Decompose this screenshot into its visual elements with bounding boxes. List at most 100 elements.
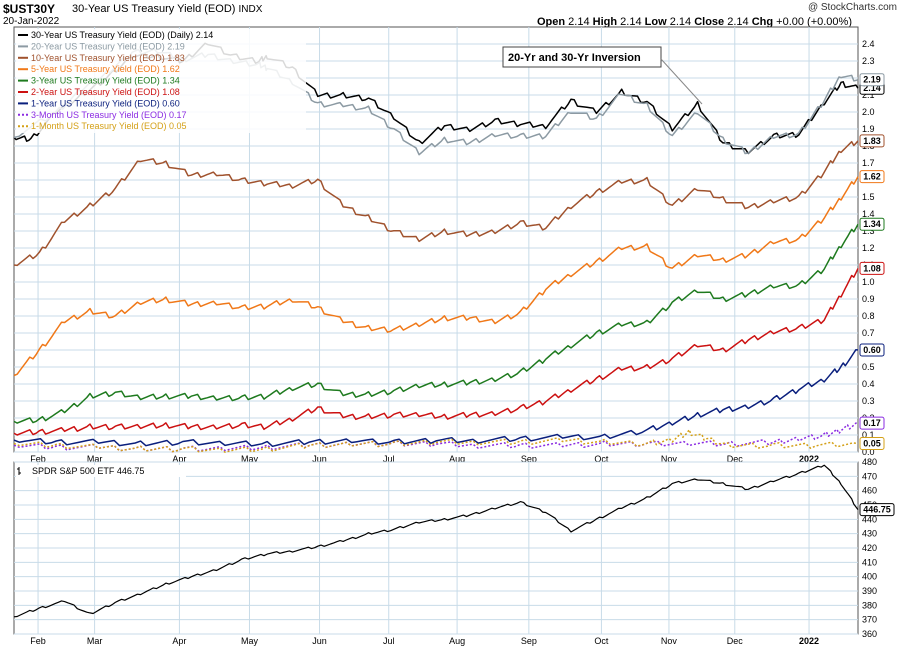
annotation-box	[502, 46, 662, 68]
yields-y-tick-label: 1.3	[862, 226, 875, 236]
last-value-y5: 1.62	[863, 172, 881, 182]
legend2-box	[16, 465, 186, 477]
last-value-y30: 2.14	[863, 83, 881, 93]
legend-entry-m3: 3-Month US Treasury Yield (EOD) 0.17	[31, 110, 187, 120]
last-value-spy: 446.75	[863, 505, 891, 515]
last-value-badge-m3	[859, 416, 885, 430]
legend-box	[16, 29, 306, 133]
yields-x-tick-label: 2022	[799, 454, 819, 464]
open-value: 2.14	[568, 16, 590, 28]
series-line-m1	[13, 428, 859, 453]
legend-entry-y1: 1-Year US Treasury Yield (EOD) 0.60	[31, 98, 180, 108]
spy-x-tick-label: Jul	[383, 636, 395, 646]
yields-x-tick-label: Mar	[87, 454, 103, 464]
legend-entry-y10: 10-Year US Treasury Yield (EOD) 1.83	[31, 53, 185, 63]
legend2-entry-spy: SPDR S&P 500 ETF 446.75	[32, 466, 144, 476]
annotation-pointer	[660, 58, 703, 105]
yields-y-tick-label: 1.0	[862, 277, 875, 287]
yields-y-tick-label: 1.7	[862, 158, 875, 168]
legend-entry-y30: 30-Year US Treasury Yield (EOD) (Daily) …	[31, 30, 213, 40]
spy-x-tick-label: Nov	[661, 636, 678, 646]
spy-y-tick-label: 410	[862, 557, 877, 567]
last-value-badge-y10	[859, 134, 885, 148]
close-value: 2.14	[727, 16, 749, 28]
legend-entry-m1: 1-Month US Treasury Yield (EOD) 0.05	[31, 121, 187, 131]
chart-title: 30-Year US Treasury Yield (EOD) INDX	[72, 3, 262, 15]
legend-entry-y2: 2-Year US Treasury Yield (EOD) 1.08	[31, 87, 180, 97]
spy-y-tick-label: 380	[862, 600, 877, 610]
spy-x-tick-label: Jun	[312, 636, 327, 646]
yields-y-tick-label: 2.4	[862, 39, 875, 49]
spy-y-tick-label: 400	[862, 572, 877, 582]
spy-x-tick-label: 2022	[799, 636, 819, 646]
yields-y-tick-label: 2.0	[862, 107, 875, 117]
close-label: Close	[694, 16, 725, 28]
legend-entry-y5: 5-Year US Treasury Yield (EOD) 1.62	[31, 64, 180, 74]
last-value-y2: 1.08	[863, 263, 881, 273]
chg-label: Chg	[751, 16, 774, 28]
ticker-symbol: $UST30Y	[3, 2, 56, 16]
series-line-m3	[13, 422, 858, 453]
high-label: High	[592, 16, 618, 28]
last-value-badge-y1	[859, 343, 885, 357]
last-value-badge-y20	[859, 73, 885, 87]
series-line-y1	[13, 348, 859, 448]
yields-y-tick-label: 0.8	[862, 311, 875, 321]
spy-y-tick-label: 360	[862, 629, 877, 639]
last-value-badge-y5	[859, 170, 885, 184]
chart-date: 20-Jan-2022	[3, 16, 60, 27]
series-line-spy	[13, 464, 859, 618]
spy-y-tick-label: 430	[862, 529, 877, 539]
yields-y-tick-label: 0.9	[862, 294, 875, 304]
spy-x-tick-label: Mar	[87, 636, 103, 646]
yields-x-tick-label: Aug	[449, 454, 465, 464]
ohlc-readout: Open 2.14 High 2.14 Low 2.14 Close 2.14 …	[537, 16, 852, 28]
legend-entry-y3: 3-Year US Treasury Yield (EOD) 1.34	[31, 76, 180, 86]
yields-y-tick-label: 0.4	[862, 379, 875, 389]
series-line-y2	[13, 268, 859, 436]
yields-x-tick-label: Jul	[383, 454, 395, 464]
last-value-y1: 0.60	[863, 345, 881, 355]
yields-x-tick-label: Nov	[661, 454, 678, 464]
spy-y-tick-label: 480	[862, 457, 877, 467]
last-value-m3: 0.17	[863, 418, 881, 428]
series-line-y5	[13, 176, 859, 377]
yields-y-tick-label: 0.7	[862, 328, 875, 338]
yields-x-tick-label: Jun	[312, 454, 327, 464]
credit-label: @ StockCharts.com	[807, 2, 897, 13]
last-value-y10: 1.83	[863, 136, 881, 146]
yields-y-tick-label: 0.0	[862, 447, 875, 457]
spy-x-tick-label: Sep	[521, 636, 537, 646]
yields-x-tick-label: Apr	[172, 454, 186, 464]
yields-x-tick-label: Sep	[521, 454, 537, 464]
spy-y-tick-label: 420	[862, 543, 877, 553]
low-label: Low	[644, 16, 667, 28]
high-value: 2.14	[620, 16, 642, 28]
spy-y-tick-label: 460	[862, 486, 877, 496]
yields-y-tick-label: 2.1	[862, 90, 875, 100]
yields-y-tick-label: 0.1	[862, 430, 875, 440]
spy-x-tick-label: Oct	[594, 636, 609, 646]
low-value: 2.14	[669, 16, 692, 28]
last-value-y20: 2.19	[863, 75, 881, 85]
spy-x-tick-label: May	[241, 636, 259, 646]
yields-y-tick-label: 1.4	[862, 209, 875, 219]
exchange-label: INDX	[238, 4, 263, 15]
spy-x-tick-label: Feb	[30, 636, 46, 646]
last-value-badge-m1	[859, 437, 885, 450]
yields-y-tick-label: 1.5	[862, 192, 875, 202]
spy-x-tick-label: Dec	[727, 636, 744, 646]
spy-y-tick-label: 470	[862, 471, 877, 481]
last-value-y3: 1.34	[863, 219, 881, 229]
open-label: Open	[536, 16, 566, 28]
spy-y-tick-label: 370	[862, 615, 877, 625]
annotation-text: 20-Yr and 30-Yr Inversion	[508, 52, 641, 64]
last-value-badge-spy	[859, 503, 895, 517]
chg-value: +0.00 (+0.00%)	[776, 16, 852, 28]
spy-y-tick-label: 440	[862, 514, 877, 524]
spy-x-tick-label: Aug	[449, 636, 465, 646]
last-value-badge-y3	[859, 217, 885, 231]
legend-entry-y20: 20-Year US Treasury Yield (EOD) 2.19	[31, 41, 185, 51]
